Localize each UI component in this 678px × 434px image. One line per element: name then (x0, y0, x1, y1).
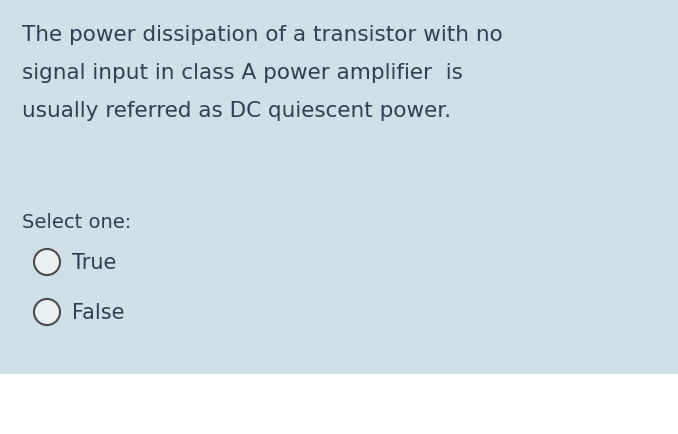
Text: The power dissipation of a transistor with no: The power dissipation of a transistor wi… (22, 25, 503, 45)
Text: usually referred as DC quiescent power.: usually referred as DC quiescent power. (22, 101, 451, 121)
Circle shape (34, 299, 60, 325)
Text: signal input in class A power amplifier  is: signal input in class A power amplifier … (22, 63, 463, 83)
Text: False: False (72, 302, 125, 322)
Circle shape (34, 250, 60, 275)
Text: Select one:: Select one: (22, 213, 132, 231)
Text: True: True (72, 253, 117, 273)
